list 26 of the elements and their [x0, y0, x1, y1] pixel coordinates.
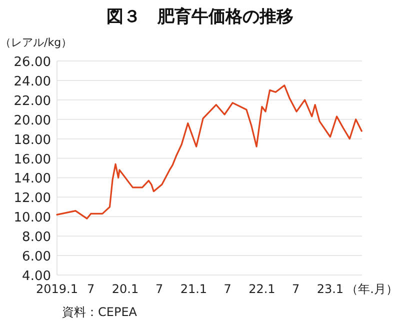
y-tick-label: 12.00 — [14, 191, 51, 206]
y-tick-label: 22.00 — [14, 94, 51, 109]
line-series — [56, 84, 362, 220]
x-tick-label: 22.1 — [248, 282, 276, 296]
y-tick-label: 16.00 — [14, 152, 51, 168]
y-axis-title: （レアル/kg） — [0, 36, 72, 49]
y-tick-label: 20.00 — [14, 113, 51, 128]
y-tick-label: 6.00 — [22, 250, 51, 265]
y-tick-label: 18.00 — [14, 132, 51, 148]
text: 資料：CEPEA — [62, 305, 138, 319]
x-axis-title: （年.月） — [346, 282, 398, 296]
x-tick-label: 7 — [155, 282, 164, 296]
x-tick-label: 7 — [292, 282, 300, 296]
y-tick-label: 4.00 — [22, 269, 51, 284]
x-tick-label: 2019.1 — [36, 282, 78, 296]
y-tick-label: 26.00 — [14, 55, 51, 70]
y-tick-label: 24.00 — [14, 74, 51, 90]
x-tick-label: 23.1 — [316, 282, 344, 296]
y-tick-label: 10.00 — [14, 210, 51, 226]
x-tick-label: 7 — [224, 282, 232, 296]
x-tick-label: 7 — [87, 282, 95, 296]
x-tick-label: 21.1 — [180, 282, 208, 296]
chart-title: 図３ 肥育牛価格の推移 — [106, 6, 294, 27]
y-tick-label: 8.00 — [22, 230, 51, 246]
y-tick-label: 14.00 — [14, 172, 51, 187]
x-tick-label: 20.1 — [112, 282, 139, 296]
